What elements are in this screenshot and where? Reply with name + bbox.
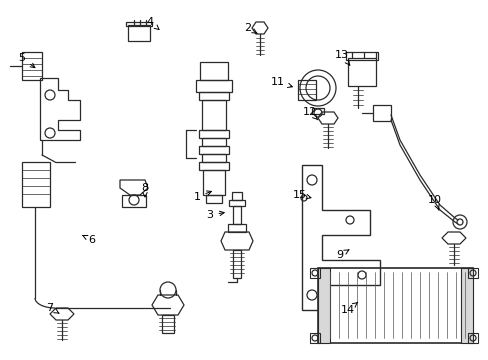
Text: 7: 7	[46, 303, 59, 313]
Bar	[162, 315, 174, 333]
Bar	[196, 80, 231, 92]
Bar	[232, 250, 241, 278]
Bar	[467, 333, 477, 343]
Bar	[309, 333, 319, 343]
Bar	[199, 92, 228, 100]
Text: 9: 9	[336, 250, 348, 260]
Bar	[232, 206, 241, 224]
Bar	[317, 268, 472, 343]
Text: 15: 15	[292, 190, 310, 200]
Bar	[22, 52, 42, 80]
Bar	[122, 195, 146, 207]
Bar	[199, 146, 228, 154]
Text: 8: 8	[141, 183, 148, 197]
Bar	[372, 105, 390, 121]
Bar	[203, 170, 224, 195]
Bar	[202, 100, 225, 130]
Bar	[205, 195, 222, 203]
Bar	[128, 25, 150, 41]
Bar	[202, 138, 225, 146]
Bar	[347, 58, 375, 86]
Bar	[309, 268, 319, 278]
Bar	[202, 154, 225, 162]
Bar	[199, 130, 228, 138]
Bar	[467, 268, 477, 278]
Bar	[228, 200, 244, 206]
Text: 11: 11	[270, 77, 292, 87]
Text: 10: 10	[427, 195, 441, 210]
Bar	[297, 80, 315, 100]
Bar	[460, 268, 472, 343]
Bar	[311, 108, 324, 114]
Text: 3: 3	[206, 210, 224, 220]
Bar	[199, 162, 228, 170]
Bar	[231, 192, 242, 200]
Text: 2: 2	[244, 23, 256, 33]
Text: 5: 5	[19, 53, 35, 68]
Bar	[346, 52, 377, 60]
Bar	[200, 62, 227, 80]
Bar	[126, 22, 152, 26]
Text: 12: 12	[303, 107, 317, 120]
Text: 14: 14	[340, 302, 357, 315]
Bar	[227, 224, 245, 232]
Bar	[317, 268, 329, 343]
Text: 1: 1	[193, 191, 211, 202]
Text: 13: 13	[334, 50, 349, 65]
Text: 4: 4	[146, 17, 159, 30]
Bar	[22, 162, 50, 207]
Text: 6: 6	[82, 235, 95, 245]
